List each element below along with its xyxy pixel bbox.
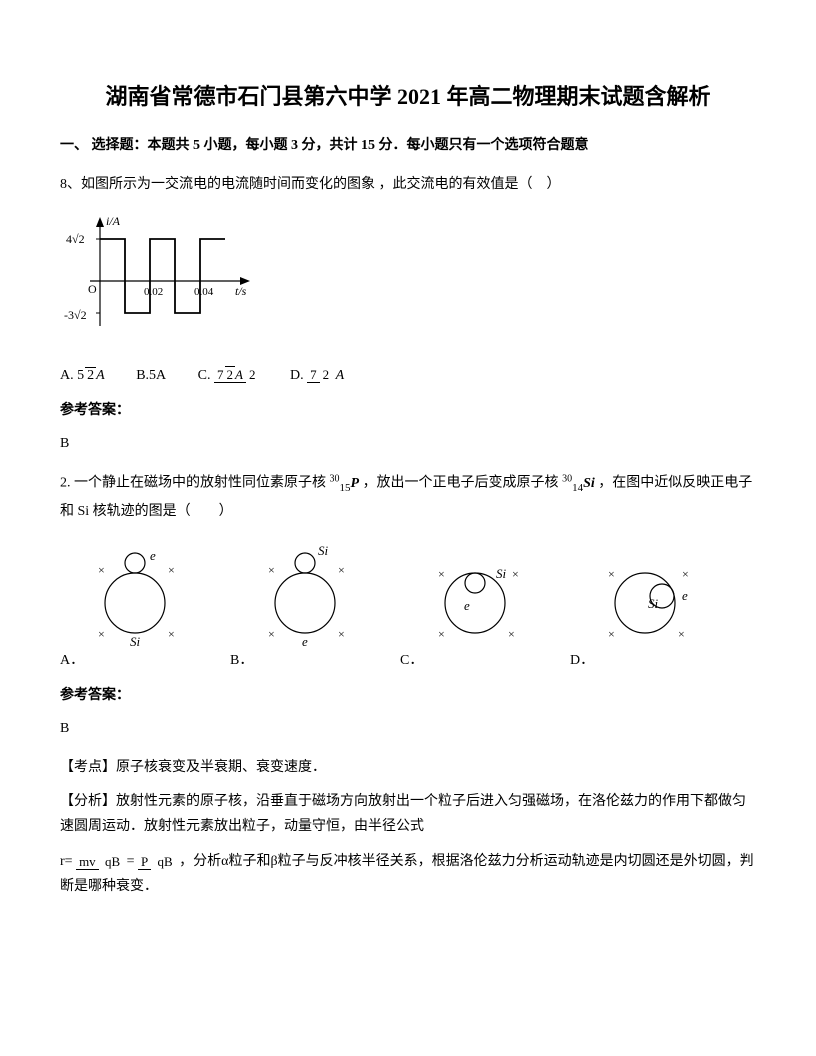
q2-opt-d: e Si × × × × D． [570, 538, 720, 673]
q2-stem-1: . 一个静止在磁场中的放射性同位素原子核 [67, 476, 326, 491]
page-title: 湖南省常德市石门县第六中学 2021 年高二物理期末试题含解析 [60, 80, 756, 113]
analysis: 【分析】放射性元素的原子核，沿垂直于磁场方向放射出一个粒子后进入匀强磁场，在洛伦… [60, 789, 756, 839]
q8-answer-label: 参考答案： [60, 398, 756, 423]
r-prefix: r= [60, 854, 73, 869]
svg-text:×: × [168, 627, 175, 641]
opt-b-label: B． [230, 653, 253, 668]
q8-opt-c: C. 72A2 [198, 363, 259, 388]
formula-eq: = [127, 854, 135, 869]
frac-p-qb: P qB [138, 855, 176, 869]
opt-c-den: 2 [246, 367, 259, 382]
ytick-top: 4√2 [66, 232, 85, 246]
svg-text:×: × [682, 567, 689, 581]
q8-opt-a: A. 52A [60, 363, 105, 388]
q2-opt-c: Si e × × × × C． [400, 538, 550, 673]
opt-d-label: D． [570, 653, 594, 668]
opt-d-suffix: A [336, 368, 345, 383]
svg-text:×: × [608, 627, 615, 641]
xtick-1: 0.02 [144, 286, 163, 298]
opt-b-prefix: B. [136, 368, 149, 383]
exam-point-label: 【考点】 [60, 760, 116, 775]
svg-text:×: × [168, 563, 175, 577]
svg-text:×: × [338, 563, 345, 577]
radius-formula-row: r= mv qB = P qB ，分析α粒子和β粒子与反冲核半径关系，根据洛伦兹… [60, 849, 756, 899]
svg-text:e: e [302, 634, 308, 648]
svg-text:×: × [608, 567, 615, 581]
svg-text:×: × [678, 627, 685, 641]
q8-stem: 、如图所示为一交流电的电流随时间而变化的图象 ，此交流电的有效值是（ ） [67, 177, 561, 192]
opt-d-num: 7 [307, 367, 320, 383]
opt-a-prefix: A. [60, 368, 74, 383]
y-axis-label: i/A [106, 214, 121, 228]
svg-text:e: e [464, 598, 470, 613]
svg-text:Si: Si [496, 566, 507, 581]
q8-opt-b: B.5A [136, 363, 166, 388]
exam-point: 【考点】原子核衰变及半衰期、衰变速度． [60, 755, 756, 780]
frac-mv-qb: mv qB [76, 855, 123, 869]
question-2: 2. 一个静止在磁场中的放射性同位素原子核 3015P ，放出一个正电子后变成原… [60, 470, 756, 523]
analysis-label: 【分析】 [60, 794, 116, 809]
xtick-2: 0.04 [194, 286, 214, 298]
waveform [100, 239, 225, 313]
svg-text:e: e [150, 548, 156, 563]
q2-answer-label: 参考答案： [60, 683, 756, 708]
q2-diagrams: e Si × × × × A． Si e × × × × B． Si e × [60, 538, 756, 673]
svg-text:×: × [268, 563, 275, 577]
svg-text:×: × [98, 627, 105, 641]
svg-text:×: × [438, 627, 445, 641]
svg-text:×: × [98, 563, 105, 577]
svg-text:×: × [512, 567, 519, 581]
q2-stem-2: ，放出一个正电子后变成原子核 [363, 476, 559, 491]
q8-options: A. 52A B.5A C. 72A2 D. 72 A [60, 363, 756, 388]
analysis-p1: 放射性元素的原子核，沿垂直于磁场方向放射出一个粒子后进入匀强磁场，在洛伦兹力的作… [60, 794, 746, 834]
svg-text:×: × [338, 627, 345, 641]
origin-label: O [88, 282, 97, 296]
svg-text:×: × [268, 627, 275, 641]
q2-answer: B [60, 716, 756, 741]
x-axis-label: t/s [235, 284, 247, 298]
q8-chart: i/A t/s O 4√2 -3√2 0.02 0.04 [60, 211, 756, 350]
svg-text:×: × [508, 627, 515, 641]
nuclide-p: 3015P [330, 476, 360, 491]
svg-text:Si: Si [318, 543, 329, 558]
opt-a-label: A． [60, 653, 84, 668]
question-8: 8、如图所示为一交流电的电流随时间而变化的图象 ，此交流电的有效值是（ ） [60, 172, 756, 197]
q8-opt-d: D. 72 A [290, 363, 344, 388]
svg-text:×: × [438, 567, 445, 581]
exam-point-text: 原子核衰变及半衰期、衰变速度． [116, 760, 326, 775]
svg-text:Si: Si [130, 634, 141, 648]
opt-b-expr: 5A [149, 368, 166, 383]
ytick-bot: -3√2 [64, 308, 87, 322]
opt-c-prefix: C. [198, 368, 211, 383]
nuclide-si: 3014Si [562, 476, 595, 491]
opt-d-prefix: D. [290, 368, 304, 383]
opt-c-label: C． [400, 653, 423, 668]
q2-opt-b: Si e × × × × B． [230, 538, 380, 673]
svg-text:e: e [682, 588, 688, 603]
q8-answer: B [60, 431, 756, 456]
svg-text:Si: Si [648, 596, 659, 611]
opt-d-den: 2 [320, 367, 333, 382]
q2-opt-a: e Si × × × × A． [60, 538, 210, 673]
section-header: 一、 选择题：本题共 5 小题，每小题 3 分，共计 15 分．每小题只有一个选… [60, 133, 756, 158]
q2-number: 2 [60, 476, 67, 491]
q8-number: 8 [60, 177, 67, 192]
